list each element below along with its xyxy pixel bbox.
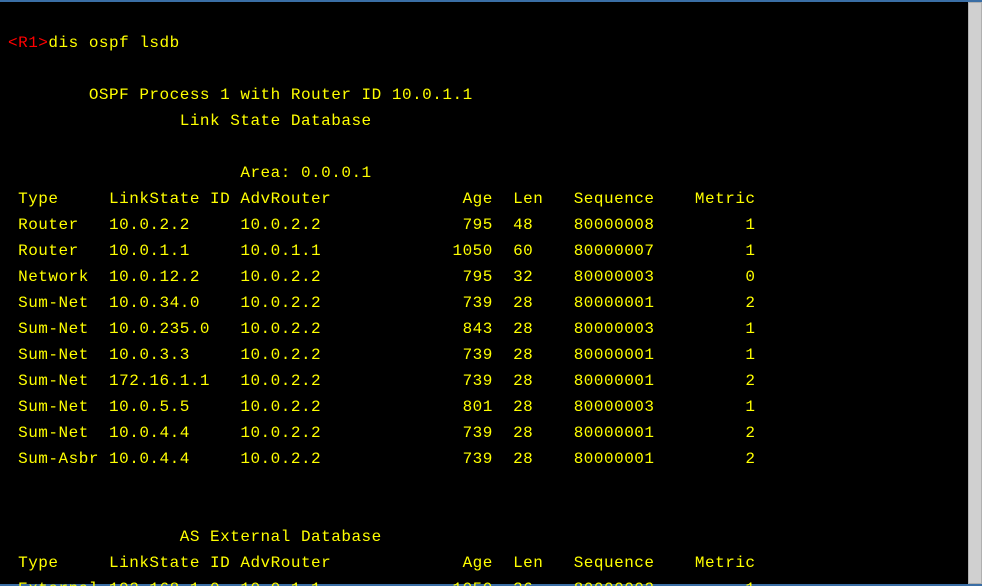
external-header-row: Type LinkState ID AdvRouter Age Len Sequ… — [8, 554, 756, 572]
prompt-command: dis ospf lsdb — [48, 34, 179, 52]
area-title: Area: 0.0.0.1 — [8, 164, 372, 182]
scrollbar-thumb[interactable] — [968, 2, 982, 584]
external-table-rows: External 192.168.1.0 10.0.1.1 1050 36 80… — [8, 580, 756, 586]
area-header-row: Type LinkState ID AdvRouter Age Len Sequ… — [8, 190, 756, 208]
vertical-scrollbar[interactable] — [968, 2, 982, 584]
ospf-header-line2: Link State Database — [8, 112, 372, 130]
terminal-output[interactable]: <R1>dis ospf lsdb OSPF Process 1 with Ro… — [0, 2, 982, 586]
external-title: AS External Database — [8, 528, 382, 546]
ospf-header-line1: OSPF Process 1 with Router ID 10.0.1.1 — [8, 86, 473, 104]
prompt-host: <R1> — [8, 34, 48, 52]
area-table-rows: Router 10.0.2.2 10.0.2.2 795 48 80000008… — [8, 216, 756, 468]
